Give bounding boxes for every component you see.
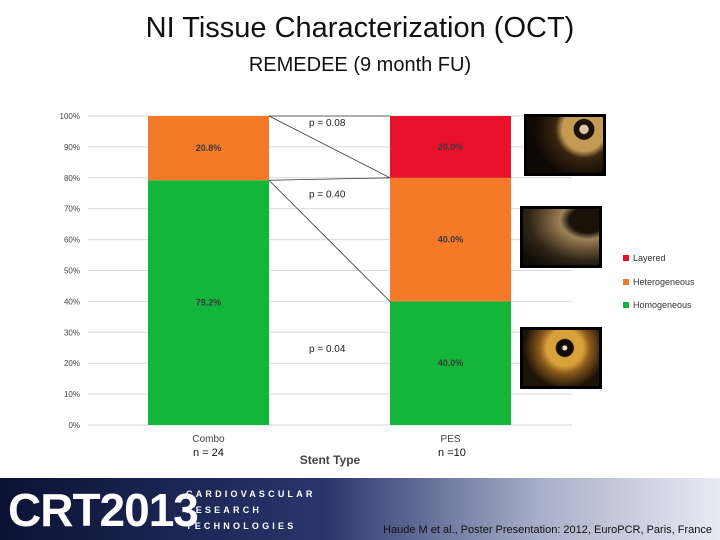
connector-line [268, 115, 391, 179]
data-label: 20.0% [438, 142, 464, 152]
legend-label: Layered [633, 253, 666, 263]
legend-swatch [623, 255, 629, 261]
combo-sample-size: n = 24 [193, 447, 224, 459]
p-value-label: p = 0.08 [309, 118, 346, 129]
slide-subtitle: REMEDEE (9 month FU) [248, 54, 472, 76]
heterogeneous-oct-image [520, 206, 602, 268]
data-label: 20.8% [196, 143, 222, 153]
bar-segment [390, 116, 511, 178]
crt-logo: CRT2013 [8, 484, 199, 536]
connector-line [268, 177, 391, 181]
pes-sample-size: n =10 [438, 447, 466, 459]
crt-logo-line-2: RESEARCH [186, 505, 263, 515]
y-tick-label: 80% [64, 174, 80, 183]
citation-text: Haude M et al., Poster Presentation: 201… [383, 524, 712, 536]
p-value-label: p = 0.40 [309, 189, 346, 200]
crt-logo-line-3: TECHNOLOGIES [186, 521, 297, 531]
layered-oct-image [524, 114, 606, 176]
slide-title: NI Tissue Characterization (OCT) [145, 12, 575, 44]
bar-segment [390, 177, 511, 302]
data-label: 79.2% [196, 298, 222, 308]
bar-segment [148, 180, 269, 425]
y-tick-label: 50% [64, 267, 80, 276]
homogeneous-oct-image [520, 327, 602, 389]
y-tick-label: 20% [64, 359, 80, 368]
y-tick-label: 10% [64, 390, 80, 399]
x-tick-label: PES [440, 434, 460, 445]
legend-label: Homogeneous [633, 300, 692, 310]
y-tick-label: 100% [60, 112, 80, 121]
y-tick-label: 40% [64, 297, 80, 306]
y-tick-label: 70% [64, 205, 80, 214]
footer-banner: CRT2013 CARDIOVASCULAR RESEARCH TECHNOLO… [0, 478, 720, 540]
bar-segment [390, 301, 511, 425]
x-axis-label: Stent Type [300, 453, 361, 467]
crt-logo-line-1: CARDIOVASCULAR [186, 489, 316, 499]
stacked-bar-chart: 0% 10% 20% 30% 40% 50% 60% 70% 80% 90% 100% 79.2% 20… [60, 112, 696, 467]
y-tick-label: 30% [64, 328, 80, 337]
legend-swatch [623, 279, 629, 285]
y-tick-label: 0% [68, 421, 80, 430]
connector-line [268, 179, 391, 302]
y-tick-label: 90% [64, 143, 80, 152]
legend-swatch [623, 302, 629, 308]
y-tick-label: 60% [64, 236, 80, 245]
p-value-label: p = 0.04 [309, 344, 346, 355]
data-label: 40.0% [438, 358, 464, 368]
legend-label: Heterogeneous [633, 277, 695, 287]
x-tick-label: Combo [192, 434, 225, 445]
data-label: 40.0% [438, 235, 464, 245]
bar-segment [148, 116, 269, 181]
